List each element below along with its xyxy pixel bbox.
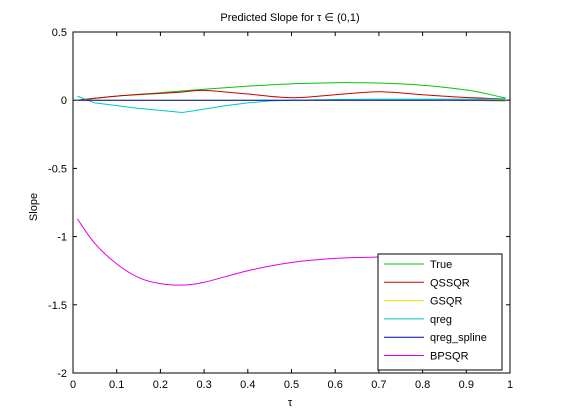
legend-box — [377, 253, 503, 371]
legend-label-qssqr: QSSQR — [430, 277, 470, 289]
y-tick-label: -2 — [57, 368, 67, 380]
x-tick-label: 0.4 — [240, 379, 255, 391]
series-line-qssqr — [77, 89, 506, 101]
x-tick-label: 0.8 — [415, 379, 430, 391]
y-tick-label: -1.5 — [48, 300, 67, 312]
tick-layer: 0 0.1 0.2 0.3 0.4 0.5 0.6 0.7 0.8 0.9 1 -2 -1.5 -1 -0.… — [48, 27, 513, 391]
x-tick-label: 0.7 — [371, 379, 386, 391]
series-line-bpsqr — [76, 218, 379, 286]
x-tick-label: 0.1 — [109, 379, 124, 391]
legend-label-bpsqr: BPSQR — [430, 351, 469, 363]
legend-label-gsqr: GSQR — [430, 296, 462, 308]
legend: True QSSQR GSQR qreg qreg_spline BPSQR — [377, 253, 503, 371]
legend-label-true: True — [430, 259, 452, 271]
series-line-true — [77, 82, 506, 101]
x-tick-label: 0.3 — [196, 379, 211, 391]
plot-frame — [72, 31, 511, 374]
x-axis-label: τ — [288, 397, 293, 409]
y-tick-label: 0 — [61, 95, 67, 107]
x-tick-label: 0.2 — [153, 379, 168, 391]
x-tick-label: 0.6 — [328, 379, 343, 391]
x-tick-label: 0.5 — [284, 379, 299, 391]
y-tick-label: -0.5 — [48, 163, 67, 175]
chart-title: Predicted Slope for τ ∈ (0,1) — [220, 12, 359, 24]
legend-items: True QSSQR GSQR qreg qreg_spline BPSQR — [384, 259, 487, 363]
y-tick-label: -1 — [57, 232, 67, 244]
series-line-qreg — [77, 95, 506, 113]
y-axis-label: Slope — [28, 193, 40, 221]
y-tick-label: 0.5 — [52, 27, 67, 39]
x-tick-label: 0.9 — [459, 379, 474, 391]
legend-label-qreg: qreg — [430, 314, 452, 326]
x-tick-label: 1 — [507, 379, 513, 391]
legend-label-qreg-spline: qreg_spline — [430, 332, 487, 344]
series-layer — [76, 82, 506, 286]
x-tick-label: 0 — [70, 379, 76, 391]
